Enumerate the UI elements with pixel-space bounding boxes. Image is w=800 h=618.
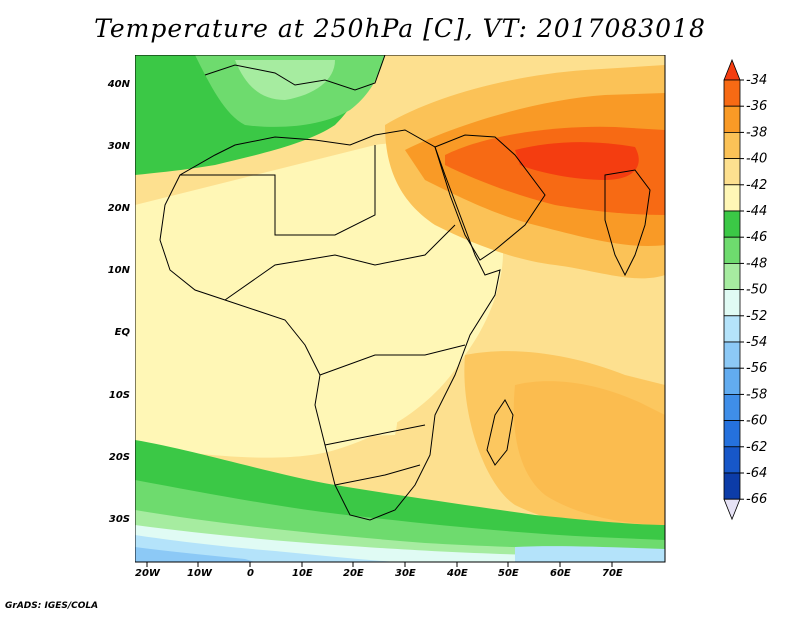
lat-label: 30N [107, 141, 130, 152]
colorbar-box [723, 420, 741, 448]
lon-label: 50E [498, 568, 519, 579]
lon-label: 20W [135, 568, 160, 579]
colorbar-label: -60 [746, 414, 767, 429]
credit-text: GrADS: IGES/COLA [5, 601, 99, 611]
lat-label: EQ [114, 327, 130, 338]
colorbar-box [723, 289, 741, 317]
colorbar-boxes [723, 58, 741, 521]
colorbar-label: -66 [746, 492, 767, 507]
lat-label: 40N [107, 79, 130, 90]
colorbar-label: -52 [746, 309, 767, 324]
colorbar-label: -58 [746, 387, 767, 402]
coastline-outline [159, 55, 651, 521]
lat-label: 20S [108, 452, 130, 463]
lat-label: 10S [108, 390, 130, 401]
temperature-map [135, 55, 666, 567]
colorbar-label: -62 [746, 440, 767, 455]
colorbar-box [723, 367, 741, 395]
colorbar-label: -48 [746, 256, 767, 271]
lon-label: 60E [550, 568, 571, 579]
lon-label: 0 [247, 568, 254, 579]
lon-label: 10E [292, 568, 313, 579]
map-frame [135, 55, 666, 563]
temperature-field [135, 55, 665, 562]
colorbar-box [723, 79, 741, 107]
colorbar-box [723, 393, 741, 421]
colorbar-label: -42 [746, 178, 767, 193]
lat-labels: 40N 30N 20N 10N EQ 10S 20S 30S [104, 55, 134, 565]
lon-label: 70E [602, 568, 623, 579]
colorbar-bottom-triangle [723, 498, 741, 521]
colorbar-box [723, 315, 741, 343]
colorbar-box [723, 210, 741, 238]
colorbar-label: -50 [746, 283, 767, 298]
colorbar-box [723, 184, 741, 212]
colorbar-label: -36 [746, 99, 767, 114]
colorbar-box [723, 341, 741, 369]
lat-label: 30S [108, 514, 130, 525]
colorbar-label: -44 [746, 204, 767, 219]
lat-label: 20N [107, 203, 130, 214]
lon-label: 20E [343, 568, 364, 579]
colorbar-label: -56 [746, 361, 767, 376]
colorbar-label: -64 [746, 466, 767, 481]
colorbar-box [723, 236, 741, 264]
colorbar-box [723, 446, 741, 474]
colorbar-label: -34 [746, 73, 767, 88]
colorbar-box [723, 472, 741, 500]
lon-label: 10W [187, 568, 212, 579]
colorbar-label: -46 [746, 230, 767, 245]
map-title: Temperature at 250hPa [C], VT: 201708301… [94, 14, 706, 43]
colorbar-box [723, 262, 741, 290]
colorbar-labels: -34 -36 -38 -40 -42 -44 -46 -48 -50 -52 -54 -56 -58 -… [740, 73, 767, 507]
lon-labels: 20W 10W 0 10E 20E 30E 40E 50E 60E 70E [135, 568, 675, 582]
colorbar-box [723, 105, 741, 133]
colorbar-label: -40 [746, 152, 767, 167]
colorbar-label: -38 [746, 125, 767, 140]
lon-axis [146, 562, 613, 567]
colorbar-box [723, 158, 741, 186]
colorbar-label: -54 [746, 335, 767, 350]
lon-label: 30E [395, 568, 416, 579]
colorbar-box [723, 132, 741, 160]
colorbar-top-triangle [723, 58, 741, 81]
lat-label: 10N [107, 265, 130, 276]
colorbar: -34 -36 -38 -40 -42 -44 -46 -48 -50 -52 -54 -56 -58 -… [723, 58, 767, 521]
lon-label: 40E [447, 568, 468, 579]
